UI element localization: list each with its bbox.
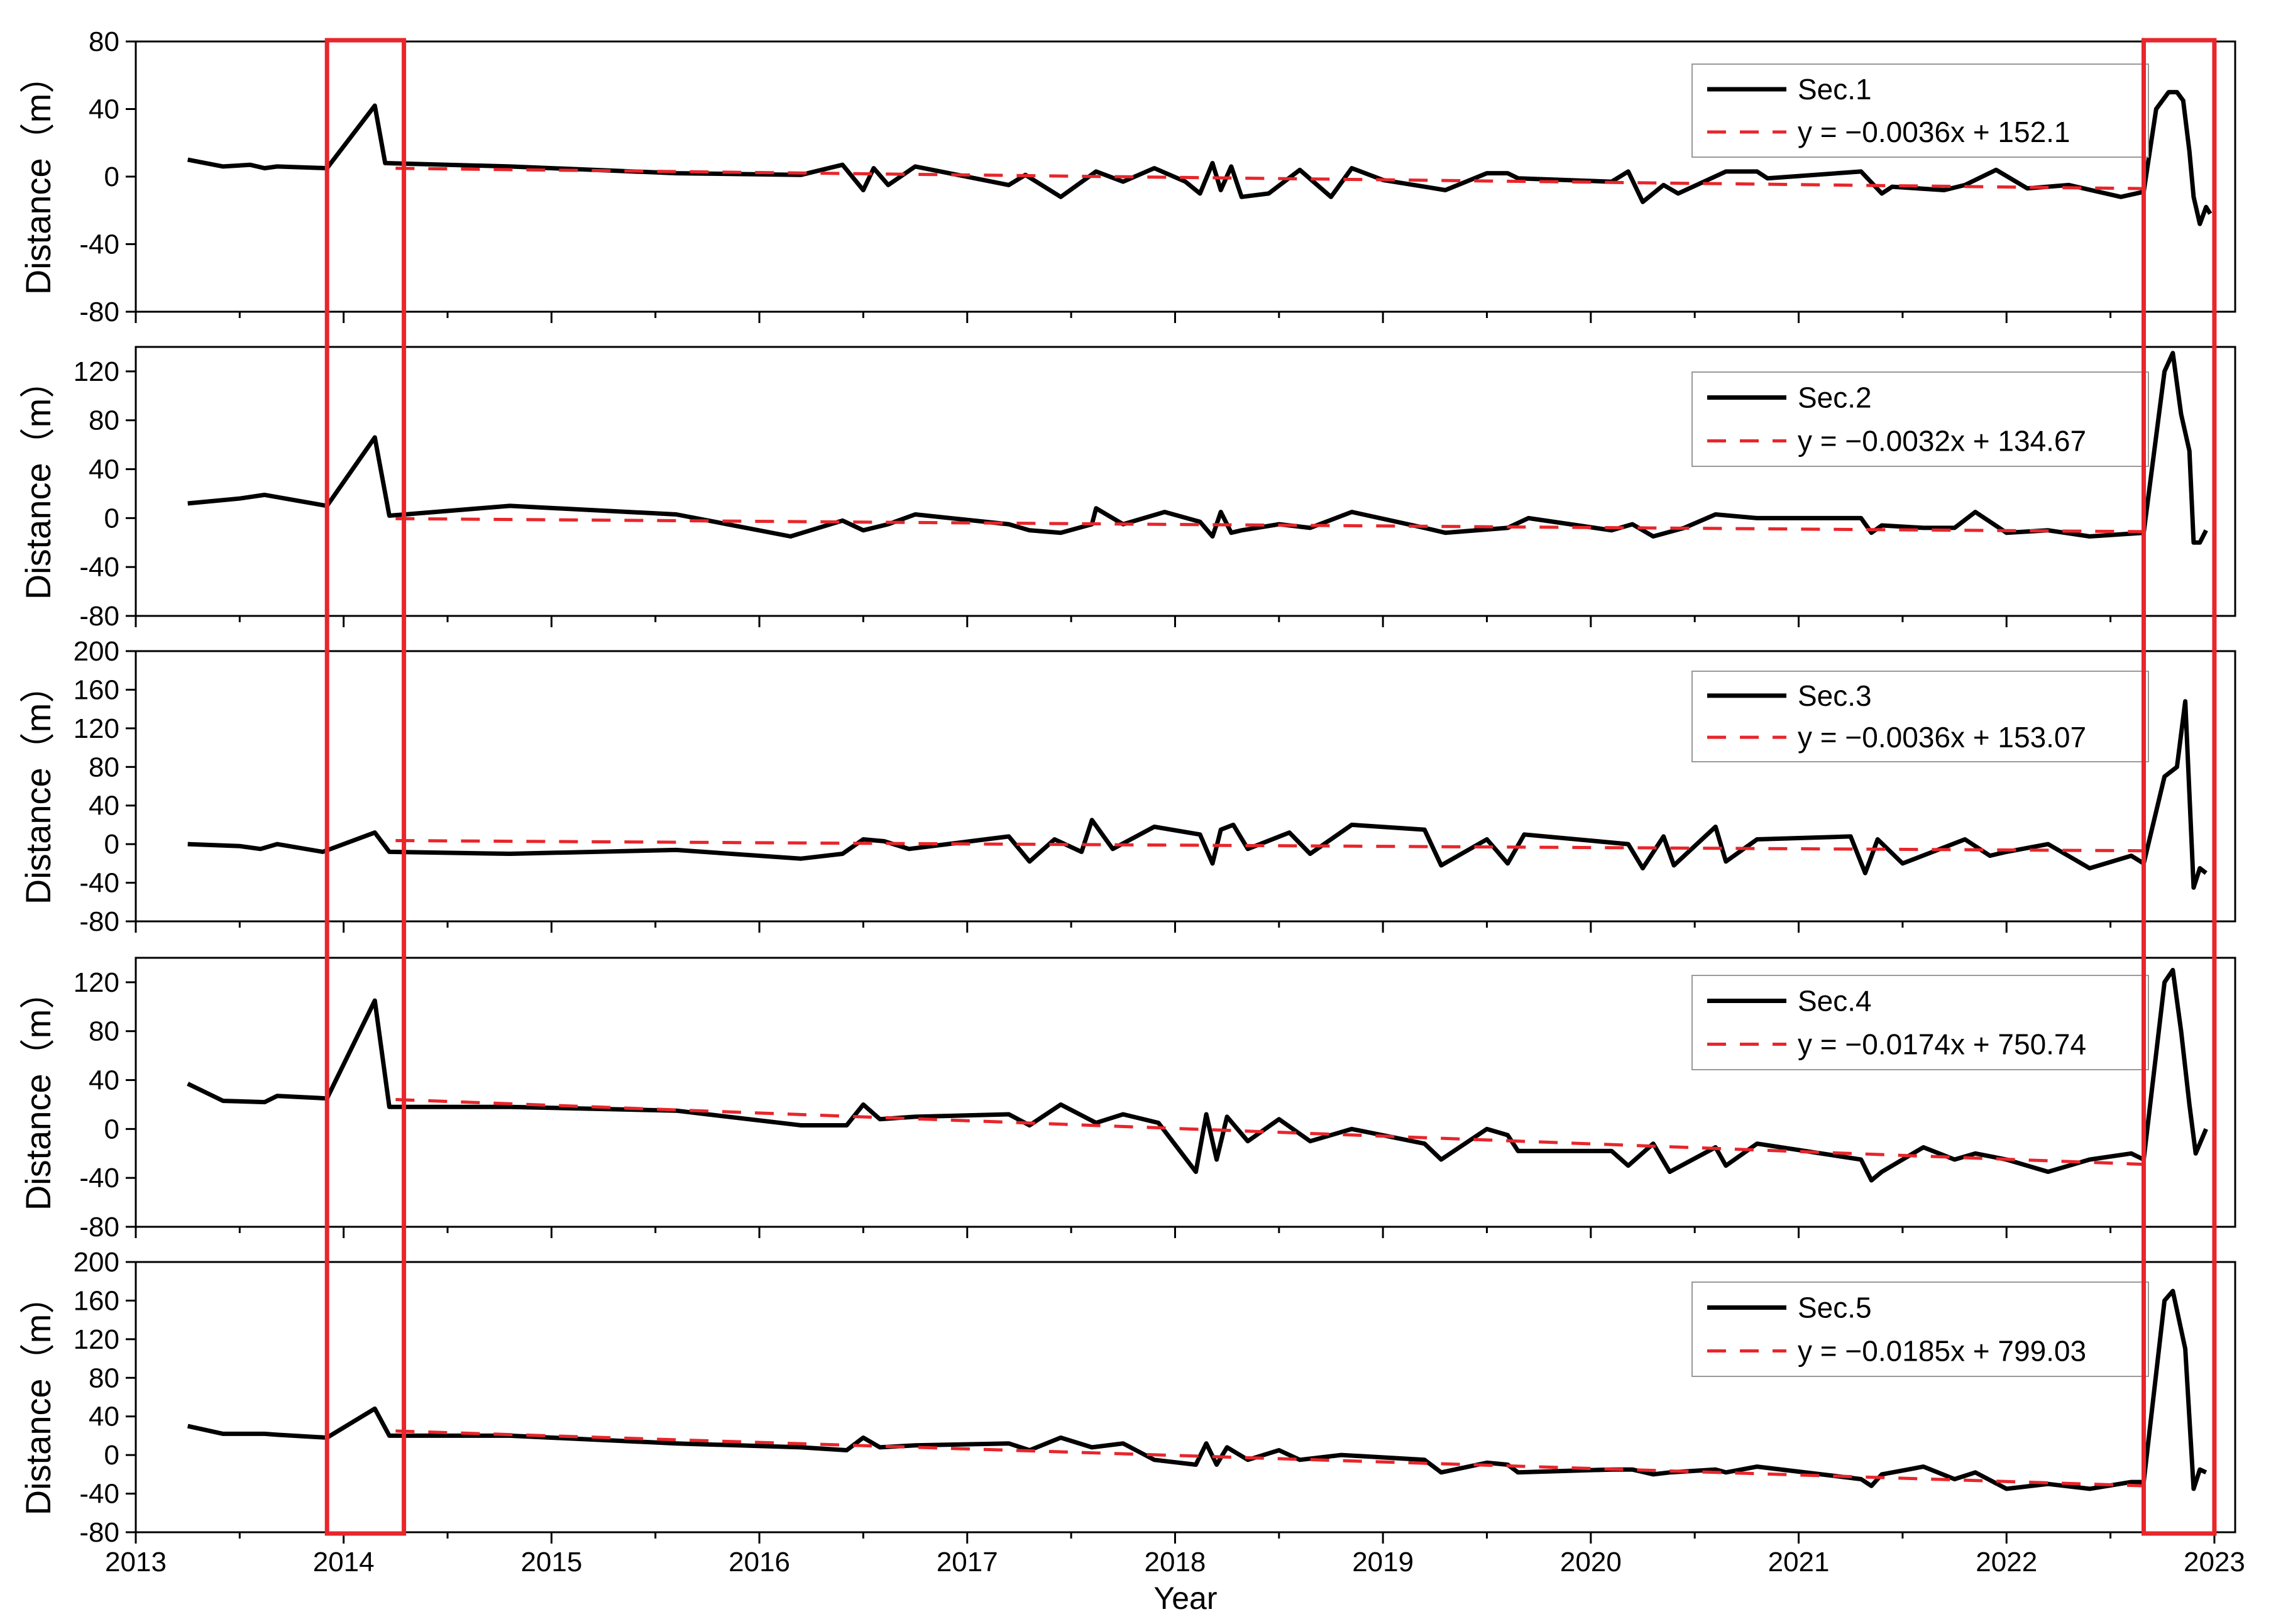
panel-5: -80 -40 0 40 80 120 160 200 2013 2014 2015 2016 2017… (18, 1247, 2245, 1577)
y-tick-label: -80 (79, 906, 119, 937)
highlight-box (324, 38, 407, 1536)
y-tick-label: 120 (74, 1324, 119, 1355)
panel-3: -80 -40 0 40 80 120 160 200 Distance（m） Sec.3 y = … (18, 636, 2236, 937)
x-tick-label: 2017 (937, 1547, 998, 1577)
legend: Sec.4 y = −0.0174x + 750.74 (1691, 975, 2149, 1070)
series-line (187, 968, 2208, 1183)
y-tick-label: 160 (74, 674, 119, 705)
y-axis-label: Distance（m） (18, 668, 58, 905)
y-tick-label: 40 (89, 454, 119, 485)
series-line (187, 699, 2208, 890)
legend-label: Sec.3 (1798, 679, 1872, 712)
y-tick-label: -80 (79, 1212, 119, 1243)
plot-frame (135, 650, 2236, 923)
y-tick-label: -40 (79, 229, 119, 260)
legend: Sec.1 y = −0.0036x + 152.1 (1691, 63, 2149, 158)
y-tick-label: 40 (89, 1402, 119, 1432)
y-tick-label: 40 (89, 1065, 119, 1096)
legend-box (1691, 975, 2149, 1070)
x-tick-label: 2013 (105, 1547, 167, 1577)
legend-box (1691, 371, 2149, 467)
legend: Sec.5 y = −0.0185x + 799.03 (1691, 1281, 2149, 1377)
series-line (187, 1288, 2208, 1491)
y-tick-label: 80 (89, 26, 119, 57)
panel-1: -80 -40 0 40 80 Distance（m） Sec.1 y = −0.0036x … (18, 26, 2236, 327)
y-tick-label: 200 (74, 1247, 119, 1278)
legend-label: y = −0.0174x + 750.74 (1798, 1028, 2086, 1061)
legend-box (1691, 1281, 2149, 1377)
legend-label: Sec.1 (1798, 73, 1872, 106)
y-tick-label: -40 (79, 1163, 119, 1193)
trend-line (395, 1429, 2144, 1488)
y-tick-label: 40 (89, 94, 119, 125)
y-tick-label: -40 (79, 552, 119, 583)
y-axis-label: Distance（m） (18, 974, 58, 1211)
y-tick-label: 120 (74, 713, 119, 744)
legend-box (1691, 671, 2149, 762)
y-tick-label: -40 (79, 1479, 119, 1510)
y-axis-label: Distance（m） (18, 1279, 58, 1516)
legend-label: y = −0.0185x + 799.03 (1798, 1335, 2086, 1368)
x-tick-label: 2016 (729, 1547, 790, 1577)
y-tick-label: 200 (74, 636, 119, 667)
y-tick-label: -80 (79, 601, 119, 632)
legend-label: Sec.4 (1798, 985, 1872, 1018)
y-tick-label: 80 (89, 405, 119, 436)
y-tick-label: 120 (74, 356, 119, 387)
y-tick-label: -80 (79, 297, 119, 327)
x-tick-label: 2023 (2184, 1547, 2245, 1577)
y-tick-label: 0 (104, 1114, 119, 1144)
y-axis-label: Distance（m） (18, 363, 58, 600)
legend-label: Sec.2 (1798, 381, 1872, 414)
y-tick-label: 80 (89, 1363, 119, 1393)
trend-line (395, 167, 2144, 190)
legend-label: y = −0.0036x + 152.1 (1798, 116, 2070, 148)
trend-line (395, 517, 2144, 534)
y-tick-label: 80 (89, 752, 119, 782)
panel-2: -80 -40 0 40 80 120 Distance（m） Sec.2 y = −0.003… (18, 346, 2236, 632)
x-tick-label: 2022 (1976, 1547, 2037, 1577)
x-tick-label: 2018 (1145, 1547, 1206, 1577)
y-tick-label: 120 (74, 967, 119, 998)
y-tick-label: -80 (79, 1517, 119, 1548)
y-tick-label: 40 (89, 791, 119, 821)
legend-label: y = −0.0032x + 134.67 (1798, 425, 2086, 458)
legend: Sec.2 y = −0.0032x + 134.67 (1691, 371, 2149, 467)
y-tick-label: 160 (74, 1285, 119, 1316)
x-tick-label: 2020 (1560, 1547, 1622, 1577)
y-tick-label: 0 (104, 503, 119, 534)
trend-line (395, 839, 2144, 853)
y-tick-label: 80 (89, 1016, 119, 1047)
y-tick-label: 0 (104, 162, 119, 192)
legend-label: y = −0.0036x + 153.07 (1798, 721, 2086, 754)
y-tick-label: 0 (104, 1440, 119, 1471)
x-tick-label: 2021 (1768, 1547, 1830, 1577)
x-tick-label: 2019 (1352, 1547, 1414, 1577)
y-tick-label: 0 (104, 829, 119, 860)
legend: Sec.3 y = −0.0036x + 153.07 (1691, 671, 2149, 762)
x-tick-label: 2014 (313, 1547, 375, 1577)
x-tick-label: 2015 (520, 1547, 582, 1577)
y-axis-label: Distance（m） (18, 58, 58, 295)
plot-frame (135, 346, 2236, 617)
trend-line (395, 1098, 2144, 1166)
legend-box (1691, 63, 2149, 158)
plot-frame (135, 1261, 2236, 1533)
legend-label: Sec.5 (1798, 1292, 1872, 1324)
x-axis-label: Year (1153, 1581, 1217, 1616)
plot-frame (135, 957, 2236, 1228)
y-tick-label: -40 (79, 868, 119, 899)
highlight-box (2141, 38, 2217, 1536)
panel-4: -80 -40 0 40 80 120 Distance（m） Sec.4 y = −0.017… (18, 957, 2236, 1243)
